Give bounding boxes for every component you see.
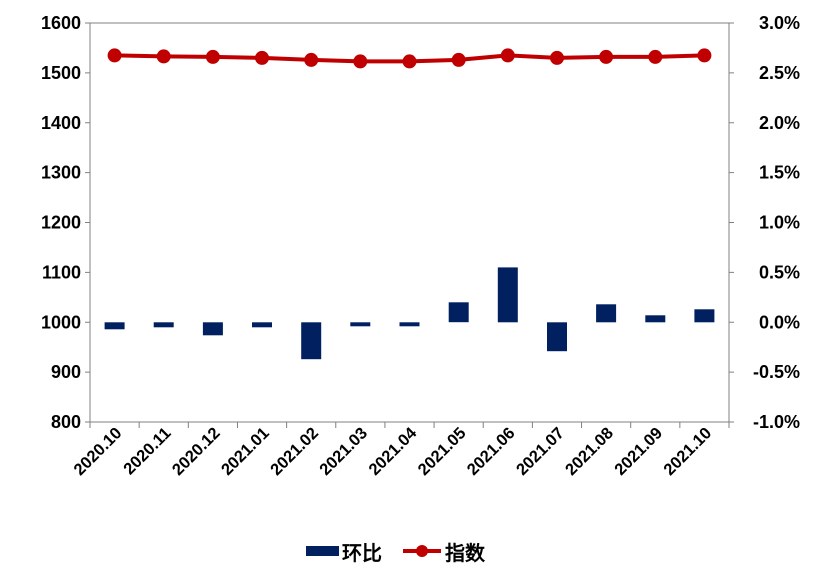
x-tick-label: 2021.04: [365, 424, 420, 479]
x-tick-label: 2021.05: [415, 424, 470, 479]
plot-border: [89, 22, 730, 423]
left-tick-label: 1500: [41, 63, 81, 83]
right-tick-label: 0.5%: [759, 262, 800, 282]
x-axis: 2020.102020.112020.122021.012021.022021.…: [71, 422, 730, 479]
bar: [547, 322, 567, 352]
line-point: [205, 49, 220, 64]
bar: [202, 322, 223, 336]
legend-line-label: 指数: [445, 541, 486, 565]
line-point: [451, 52, 466, 67]
x-tick-label: 2021.10: [660, 424, 715, 479]
line-point: [500, 48, 515, 63]
line-point: [697, 48, 712, 63]
left-tick-label: 1600: [41, 13, 81, 33]
bar: [694, 309, 715, 323]
x-tick-label: 2020.11: [120, 424, 174, 478]
legend-line-marker: [416, 545, 428, 557]
right-tick-label: -0.5%: [753, 362, 800, 382]
right-tick-label: 1.0%: [759, 213, 800, 233]
bar: [350, 322, 371, 327]
x-tick-label: 2021.01: [218, 424, 273, 479]
bar: [645, 315, 666, 323]
x-tick-label: 2021.03: [316, 424, 371, 479]
legend: 环比 指数: [306, 541, 486, 565]
bar: [448, 302, 469, 323]
line-point: [107, 48, 122, 63]
line-point: [648, 49, 663, 64]
left-tick-label: 1400: [41, 113, 81, 133]
left-tick-label: 1300: [41, 163, 81, 183]
bar: [252, 322, 272, 328]
bar: [399, 322, 420, 327]
bar: [153, 322, 174, 328]
right-tick-label: 3.0%: [759, 13, 800, 33]
bar: [301, 322, 322, 360]
plot-area: [89, 22, 730, 423]
bar: [104, 322, 125, 330]
right-tick-label: 2.5%: [759, 63, 800, 83]
x-tick-label: 2020.10: [71, 424, 126, 479]
bar: [497, 267, 518, 323]
left-tick-label: 1100: [42, 262, 81, 282]
line-point: [255, 50, 269, 65]
right-tick-label: 1.5%: [759, 163, 800, 183]
line-point: [402, 54, 417, 69]
x-tick-label: 2021.09: [611, 424, 666, 479]
bar: [596, 304, 617, 323]
x-tick-label: 2021.07: [513, 424, 568, 479]
x-tick-label: 2021.08: [562, 424, 617, 479]
line-point: [599, 49, 614, 64]
line-series: [107, 48, 712, 69]
right-tick-label: 2.0%: [759, 113, 800, 133]
bar-series: [104, 267, 715, 360]
x-tick-label: 2021.06: [464, 424, 519, 479]
x-tick-label: 2021.02: [267, 424, 322, 479]
left-tick-label: 1200: [41, 213, 81, 233]
line-point: [550, 50, 564, 65]
right-tick-label: -1.0%: [753, 412, 800, 432]
line-point: [156, 49, 171, 64]
right-axis: -1.0% -0.5% 0.0% 0.5% 1.0% 1.5% 2.0% 2.5% 3.0%: [729, 13, 800, 432]
line-point: [353, 54, 368, 69]
line-point: [304, 52, 319, 67]
left-tick-label: 900: [51, 362, 81, 382]
left-tick-label: 1000: [41, 312, 81, 332]
right-tick-label: 0.0%: [759, 312, 800, 332]
left-axis: 800 900 1000 1100 1200 1300 1400 1500 1600: [41, 13, 90, 432]
left-tick-label: 800: [51, 412, 81, 432]
x-tick-label: 2020.12: [169, 424, 224, 479]
legend-bar-label: 环比: [342, 541, 382, 565]
legend-bar-swatch: [306, 546, 339, 556]
